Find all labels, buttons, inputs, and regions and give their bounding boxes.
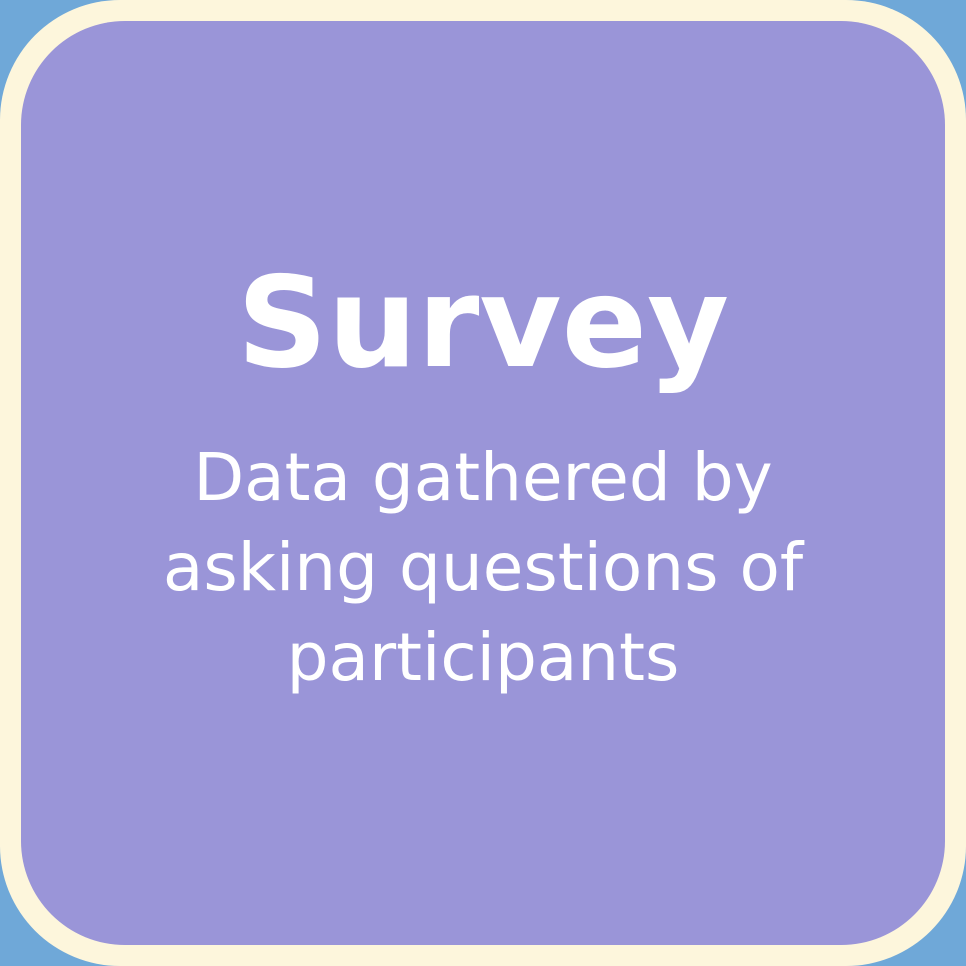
survey-card: Survey Data gathered by asking questions…: [21, 21, 945, 945]
card-title: Survey: [236, 249, 730, 396]
card-description-line-2: asking questions of: [162, 529, 804, 606]
card-description-line-3: participants: [286, 619, 680, 696]
card-description-line-1: Data gathered by: [193, 439, 773, 516]
card-description: Data gathered by asking questions of par…: [61, 433, 905, 703]
